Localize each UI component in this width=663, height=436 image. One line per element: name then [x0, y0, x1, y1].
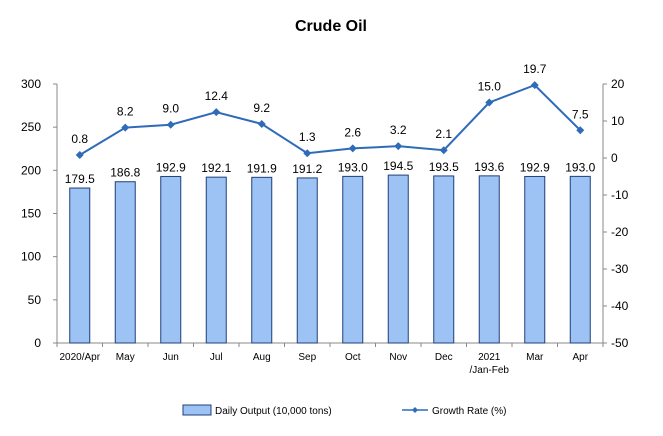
y-right-tick-label: -40 [611, 299, 629, 313]
x-tick-label: Sep [298, 352, 316, 363]
y-right-tick-label: -20 [611, 225, 629, 239]
bar-data-label: 186.8 [110, 166, 140, 180]
growth-rate-line [79, 83, 581, 156]
line-data-label: 15.0 [478, 80, 502, 94]
x-tick-label: Jul [210, 352, 223, 363]
line-point [530, 81, 539, 90]
chart-title: Crude Oil [295, 18, 367, 35]
bar [251, 176, 273, 344]
line-data-label: 8.2 [117, 105, 134, 119]
line-data-label: 0.8 [71, 132, 88, 146]
line-data-label: 9.2 [253, 101, 270, 115]
x-tick-label: /Jan-Feb [470, 365, 510, 376]
line-point [303, 149, 312, 158]
bar-data-label: 193.5 [429, 160, 459, 174]
bar-data-label: 191.9 [247, 161, 277, 175]
x-tick-label: Jun [163, 352, 179, 363]
x-tick-label: 2020/Apr [59, 352, 100, 363]
bar [387, 174, 409, 344]
y-left-tick-label: 300 [21, 77, 41, 91]
line-data-label: 1.3 [299, 130, 316, 144]
y-right-tick-label: 20 [611, 77, 625, 91]
line-point [485, 98, 494, 107]
line-point [121, 123, 130, 132]
line-point [439, 146, 448, 155]
y-left-tick-label: 0 [34, 336, 41, 350]
bar-data-label: 191.2 [292, 162, 322, 176]
line-point [212, 108, 221, 117]
y-left-tick-label: 100 [21, 250, 41, 264]
y-right-tick-label: 10 [611, 114, 625, 128]
line-point [257, 119, 266, 128]
bar [160, 175, 182, 344]
line-point [348, 144, 357, 153]
x-tick-label: Nov [389, 352, 407, 363]
bar [524, 175, 546, 344]
line-point [75, 151, 84, 160]
x-tick-label: Mar [526, 352, 544, 363]
x-tick-label: Oct [345, 352, 361, 363]
plot-area: 050100150200250300-50-40-30-20-100102020… [21, 62, 629, 376]
x-tick-label: May [116, 352, 135, 363]
x-tick-label: 2021 [478, 352, 501, 363]
line-data-label: 12.4 [205, 89, 229, 103]
line-point [394, 142, 403, 151]
x-tick-label: Apr [572, 352, 588, 363]
y-left-tick-label: 50 [28, 293, 42, 307]
y-left-tick-label: 150 [21, 207, 41, 221]
bar-data-label: 193.0 [565, 160, 595, 174]
y-right-tick-label: -50 [611, 336, 629, 350]
y-left-tick-label: 250 [21, 120, 41, 134]
bar-data-label: 193.6 [474, 160, 504, 174]
bar [114, 181, 136, 344]
bar-data-label: 194.5 [383, 159, 413, 173]
y-right-tick-label: -30 [611, 262, 629, 276]
y-left-tick-label: 200 [21, 163, 41, 177]
line-data-label: 2.6 [344, 125, 361, 139]
bar [342, 175, 364, 344]
y-right-tick-label: 0 [611, 151, 618, 165]
bar [205, 176, 227, 344]
bar [69, 187, 91, 344]
line-data-label: 2.1 [435, 127, 452, 141]
bar [478, 175, 500, 344]
line-point [166, 120, 175, 129]
line-data-label: 9.0 [162, 102, 179, 116]
bar-data-label: 179.5 [65, 172, 95, 186]
line-point [576, 126, 585, 135]
x-tick-label: Aug [253, 352, 271, 363]
legend-label-bars: Daily Output (10,000 tons) [215, 406, 332, 417]
legend-label-line: Growth Rate (%) [432, 406, 506, 417]
y-right-tick-label: -10 [611, 188, 629, 202]
bar-data-label: 192.9 [520, 160, 550, 174]
line-data-label: 19.7 [523, 62, 547, 76]
bar-data-label: 192.1 [201, 161, 231, 175]
bar [569, 175, 591, 344]
x-tick-label: Dec [435, 352, 453, 363]
bar-data-label: 192.9 [156, 160, 186, 174]
bar-data-label: 193.0 [338, 160, 368, 174]
bar [433, 175, 455, 344]
line-data-label: 3.2 [390, 123, 407, 137]
legend-swatch-bars [182, 404, 212, 416]
legend: Daily Output (10,000 tons) Growth Rate (… [182, 404, 506, 417]
legend-marker-line [412, 407, 418, 413]
line-data-label: 7.5 [572, 107, 589, 121]
bar [296, 177, 318, 344]
